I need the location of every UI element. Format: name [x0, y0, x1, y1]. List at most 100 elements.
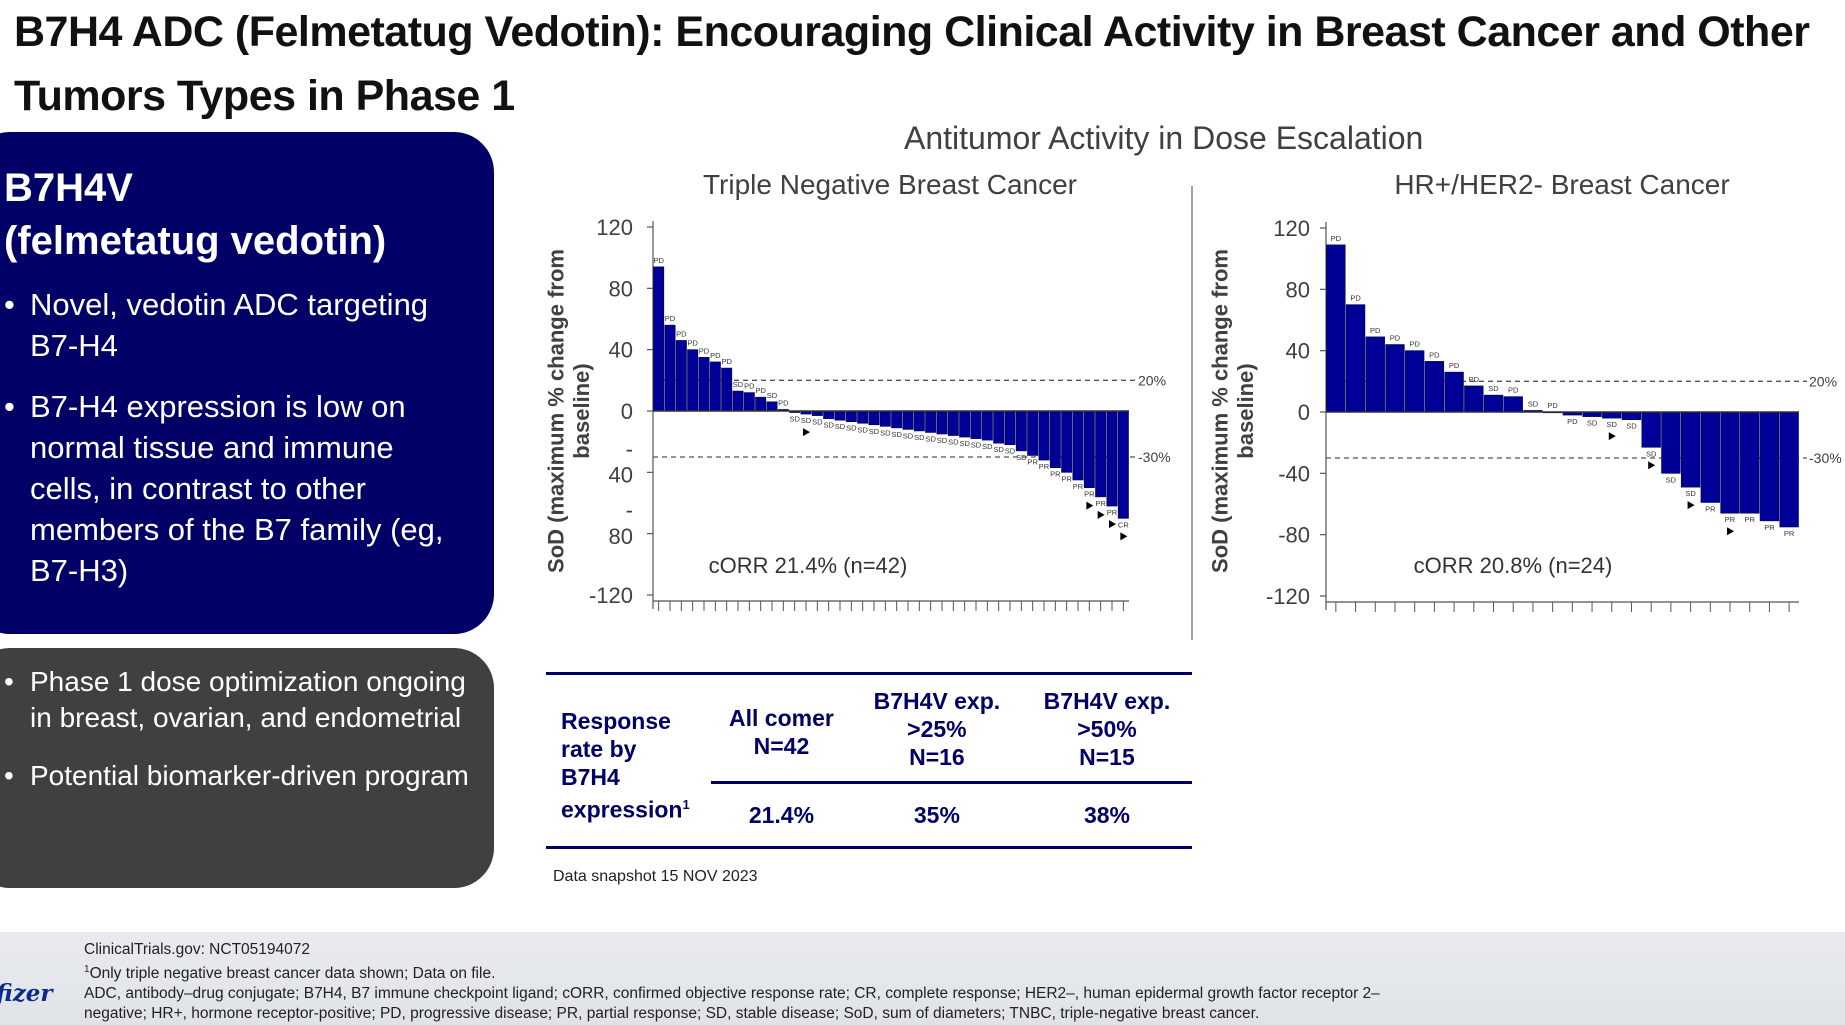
bar-response-label: SD: [789, 415, 800, 424]
row-header-line: expression1: [561, 796, 690, 823]
waterfall-bar: [1483, 394, 1504, 413]
row-header-line: Response: [561, 708, 671, 734]
bar-response-label: SD: [812, 418, 823, 427]
footnote-line: 1Only triple negative breast cancer data…: [84, 964, 496, 983]
bar-response-label: SD: [982, 442, 993, 451]
bar-response-label: PD: [755, 386, 766, 395]
ongoing-arrow-icon: [1648, 461, 1656, 470]
col-header: All comer N=42: [711, 673, 852, 784]
y-tick-label: -120: [1266, 584, 1310, 609]
waterfall-bar: [891, 410, 903, 429]
waterfall-bar: [755, 396, 767, 412]
reference-line-label: -30%: [1809, 450, 1842, 466]
waterfall-bar: [1680, 411, 1701, 488]
footnote-line: negative; HR+, hormone receptor-positive…: [84, 1005, 1260, 1023]
bar-response-label: SD: [1646, 449, 1657, 458]
bar-response-label: PD: [1409, 340, 1420, 349]
waterfall-charts: Triple Negative Breast Cancer SoD (maximu…: [544, 169, 1842, 640]
bar-response-label: PD: [653, 256, 664, 265]
program-bullets: Phase 1 dose optimization ongoing in bre…: [2, 664, 472, 816]
y-tick-label: 80: [1286, 277, 1310, 302]
bar-response-label: SD: [1685, 489, 1696, 498]
waterfall-bar: [1004, 410, 1016, 446]
footnote-line: ClinicalTrials.gov: NCT05194072: [84, 941, 310, 958]
bar-response-label: SD: [835, 422, 846, 431]
waterfall-bar: [947, 410, 959, 436]
row-header-line: rate by: [561, 736, 637, 762]
bar-response-label: PD: [665, 314, 676, 323]
y-tick-label: -120: [589, 583, 633, 608]
bar-response-label: PR: [1095, 499, 1106, 508]
y-tick-label: -40: [609, 436, 633, 487]
bar-response-label: PD: [1350, 294, 1361, 303]
waterfall-bar: [1385, 344, 1405, 413]
waterfall-bar: [1117, 410, 1129, 519]
ongoing-arrow-icon: [1727, 527, 1735, 536]
corr-annotation: cORR 20.8% (n=24): [1414, 553, 1613, 578]
y-tick-label: 120: [596, 215, 633, 240]
col-header: B7H4V exp. >25% N=16: [851, 673, 1022, 784]
row-header: Response rate by B7H4 expression1: [546, 674, 711, 848]
ongoing-arrow-icon: [803, 428, 810, 437]
bar-response-label: PR: [1784, 529, 1795, 538]
bar-response-label: PR: [1084, 490, 1095, 499]
drug-info-box: B7H4V (felmetatug vedotin) Novel, vedoti…: [0, 132, 494, 634]
waterfall-bar: [1503, 396, 1523, 413]
bar-response-label: PR: [1764, 523, 1775, 532]
waterfall-bar: [868, 410, 880, 426]
bar-response-label: PD: [1449, 361, 1460, 370]
waterfall-bar: [1740, 411, 1760, 514]
bar-response-label: SD: [869, 427, 880, 436]
footer: ClinicalTrials.gov: NCT05194072 1Only tr…: [0, 932, 1845, 1025]
waterfall-bar: [1365, 336, 1385, 413]
waterfall-bar: [698, 357, 710, 412]
bar-response-label: SD: [937, 436, 948, 445]
bar-response-label: SD: [925, 434, 936, 443]
col-header: B7H4V exp. >50% N=15: [1021, 673, 1192, 784]
bar-response-label: PD: [1469, 375, 1480, 384]
waterfall-bar: [1464, 385, 1484, 413]
bar-response-label: PD: [1331, 234, 1342, 243]
waterfall-bar: [857, 410, 869, 424]
bar-response-label: SD: [971, 441, 982, 450]
bar-response-label: PR: [1050, 470, 1061, 479]
bar-response-label: PD: [699, 346, 710, 355]
bar-response-label: SD: [1626, 422, 1637, 431]
waterfall-bar: [732, 390, 744, 412]
waterfall-bar: [925, 410, 937, 433]
bar-response-label: SD: [823, 421, 834, 430]
waterfall-bar: [1049, 410, 1061, 469]
bar-response-label: SD: [1607, 420, 1618, 429]
waterfall-bar: [913, 410, 925, 432]
ongoing-arrow-icon: [1109, 520, 1116, 529]
waterfall-bar: [1106, 410, 1118, 507]
drug-heading-line2: (felmetatug vedotin): [4, 219, 387, 263]
waterfall-bar: [1641, 411, 1661, 448]
ongoing-arrow-icon: [1608, 432, 1616, 441]
footnote-line: ADC, antibody–drug conjugate; B7H4, B7 i…: [84, 985, 1380, 1003]
bar-response-label: PR: [1107, 508, 1118, 517]
bar-response-label: SD: [1005, 447, 1016, 456]
waterfall-bar: [1345, 304, 1366, 413]
bar-response-label: PR: [1745, 515, 1756, 524]
program-box: Phase 1 dose optimization ongoing in bre…: [0, 648, 494, 888]
y-tick-label: 0: [1298, 400, 1310, 425]
chart-title: HR+/HER2- Breast Cancer: [1394, 169, 1729, 200]
bar-response-label: PR: [1027, 457, 1038, 466]
bar-response-label: PD: [1547, 401, 1558, 410]
waterfall-bar: [1424, 361, 1445, 413]
y-tick-label: 40: [609, 338, 633, 363]
bar-response-label: SD: [767, 391, 778, 400]
y-tick-label: -40: [1278, 461, 1310, 486]
ongoing-arrow-icon: [1086, 501, 1094, 510]
data-snapshot: Data snapshot 15 NOV 2023: [553, 868, 758, 885]
section-title: Antitumor Activity in Dose Escalation: [904, 120, 1424, 156]
bar-response-label: PD: [687, 339, 698, 348]
bar-response-label: PD: [1370, 326, 1381, 335]
waterfall-bar: [1038, 410, 1050, 461]
program-bullet: Phase 1 dose optimization ongoing in bre…: [2, 664, 472, 736]
bar-response-label: CR: [1118, 520, 1129, 529]
y-tick-label: 80: [609, 276, 633, 301]
bar-response-label: SD: [903, 431, 914, 440]
y-tick-label: -80: [1278, 523, 1310, 548]
